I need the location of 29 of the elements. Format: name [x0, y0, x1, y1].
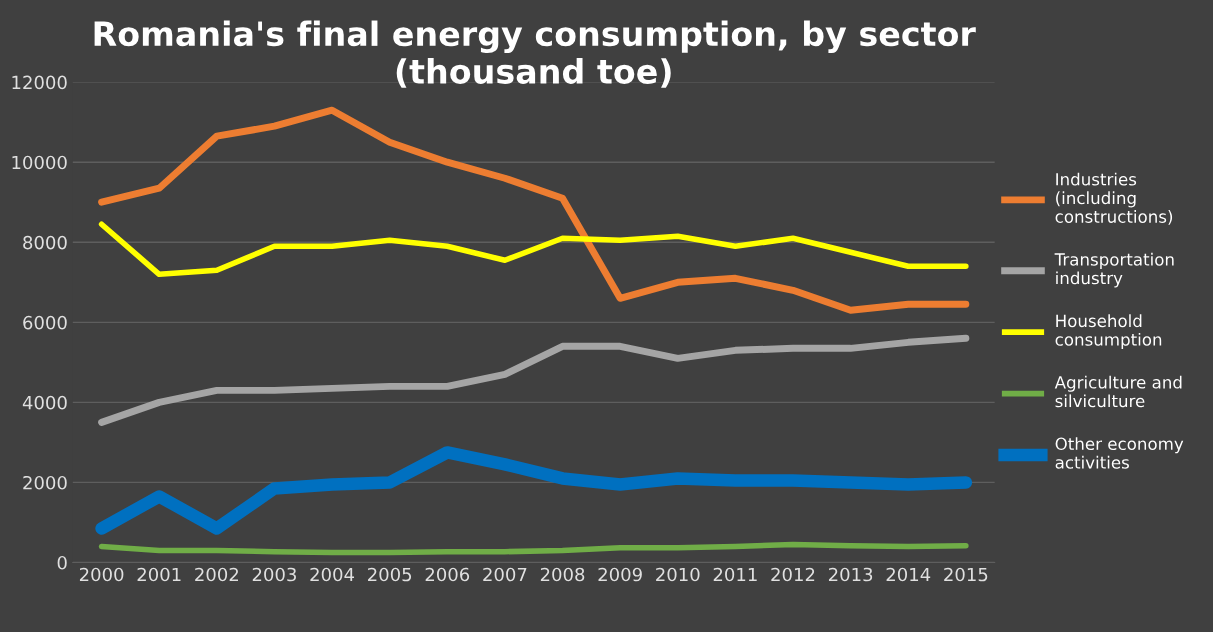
x-tick-label: 2012 — [771, 567, 815, 582]
x-tick-label: 2014 — [886, 567, 931, 582]
y-tick-label: 8000 — [23, 235, 67, 250]
chart-title: Romania's final energy consumption, by sector (thousand toe) — [94, 20, 976, 88]
y-tick-label: 12000 — [12, 75, 67, 90]
y-tick-label: 0 — [57, 555, 67, 570]
legend-label: Industries (including constructions) — [1055, 172, 1173, 225]
x-tick-label: 2005 — [368, 567, 412, 582]
x-tick-label: 2015 — [944, 567, 988, 582]
y-tick-label: 10000 — [12, 155, 67, 170]
x-tick-label: 2000 — [79, 567, 124, 582]
x-tick-label: 2001 — [137, 567, 181, 582]
x-tick-label: 2008 — [540, 567, 585, 582]
y-tick-label: 4000 — [22, 395, 67, 410]
y-tick-label: 6000 — [23, 315, 67, 330]
x-tick-label: 2013 — [828, 567, 873, 582]
x-tick-label: 2009 — [598, 567, 642, 582]
legend-label: Transportation industry — [1054, 252, 1174, 288]
x-tick-label: 2011 — [713, 567, 757, 582]
x-tick-label: 2003 — [252, 567, 296, 582]
x-tick-label: 2007 — [483, 567, 527, 582]
y-tick-label: 2000 — [23, 475, 67, 490]
legend-label: Other economy activities — [1055, 437, 1184, 469]
legend-label: Agriculture and silviculture — [1054, 375, 1182, 408]
x-tick-label: 2002 — [195, 567, 238, 582]
x-tick-label: 2004 — [310, 567, 355, 582]
legend-label: Household consumption — [1055, 314, 1162, 350]
x-tick-label: 2010 — [656, 567, 700, 582]
x-tick-label: 2006 — [425, 567, 470, 582]
